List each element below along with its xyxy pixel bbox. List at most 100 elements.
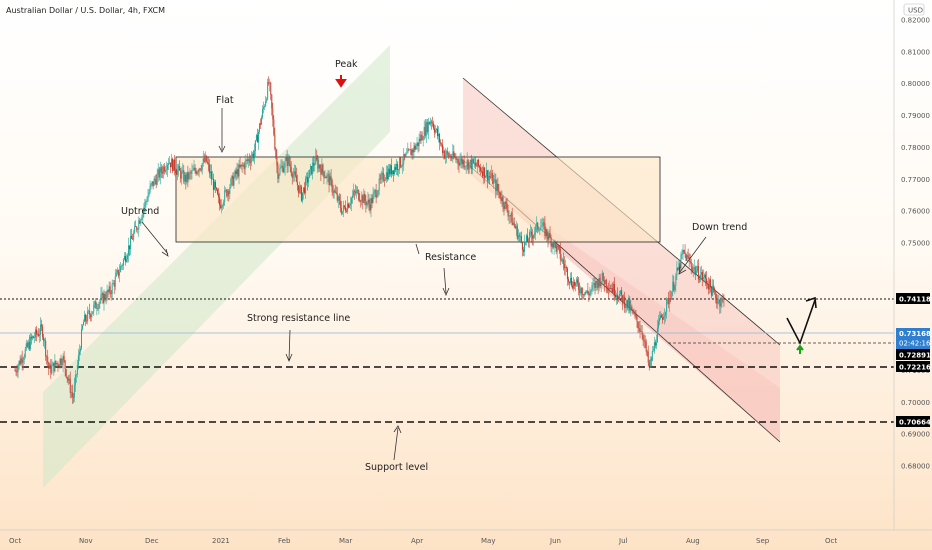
candle-body xyxy=(370,198,372,211)
countdown-text[interactable]: 02:42:16 xyxy=(899,340,931,348)
candle-body xyxy=(308,177,310,183)
candle-body xyxy=(361,195,363,202)
candle-body xyxy=(161,171,163,174)
support-level-label: Support level xyxy=(365,462,428,473)
current-price-text[interactable]: 0.73168 xyxy=(899,330,931,338)
candle-body xyxy=(329,176,331,186)
candle-body xyxy=(163,166,165,172)
candle-body xyxy=(47,356,49,363)
candle-body xyxy=(606,287,608,289)
candle-body xyxy=(104,294,106,299)
candle-body xyxy=(498,190,500,193)
candle-body xyxy=(393,170,395,175)
candle-body xyxy=(246,159,248,162)
badge-0-70664[interactable] xyxy=(896,416,930,427)
price-axis[interactable]: 0.82000 0.81000 0.80000 0.79000 0.78000 0.770… xyxy=(901,17,930,471)
candle-body xyxy=(722,298,724,300)
candle-body xyxy=(251,153,253,158)
currency-label[interactable]: USD xyxy=(908,7,923,15)
candle-body xyxy=(119,266,121,273)
candle-body xyxy=(232,175,234,186)
badge-0-74118[interactable] xyxy=(896,293,930,304)
candle-body xyxy=(419,138,421,141)
candle-body xyxy=(96,308,98,309)
candle-body xyxy=(157,169,159,175)
candle-body xyxy=(608,288,610,291)
candle-body xyxy=(694,267,696,274)
candle-body xyxy=(40,324,42,335)
badge-0-72216[interactable] xyxy=(896,361,930,372)
candle-body xyxy=(579,289,581,294)
candle-body xyxy=(272,108,274,120)
candle-body xyxy=(330,176,332,181)
candle-body xyxy=(351,198,353,204)
candle-body xyxy=(444,150,446,159)
candle-body xyxy=(221,205,223,209)
candle-body xyxy=(98,303,100,309)
candle-body xyxy=(590,289,592,292)
candle-body xyxy=(715,292,717,299)
badge-0-74118-text[interactable]: 0.74118 xyxy=(899,296,931,304)
candle-body xyxy=(561,259,563,261)
candle-body xyxy=(80,329,82,349)
candle-body xyxy=(256,135,258,143)
candle-body xyxy=(189,172,191,174)
candle-body xyxy=(647,351,649,363)
candle-body xyxy=(143,207,145,211)
candle-body xyxy=(123,256,125,260)
candle-body xyxy=(466,160,468,167)
candle-body xyxy=(21,358,23,363)
candle-body xyxy=(435,128,437,131)
candle-body xyxy=(402,163,404,167)
badge-0-72891-text[interactable]: 0.72891 xyxy=(899,352,931,360)
candle-body xyxy=(137,229,139,231)
candle-body xyxy=(591,285,593,290)
badge-0-72216-text[interactable]: 0.72216 xyxy=(899,364,931,372)
candle-body xyxy=(29,336,31,350)
candle-body xyxy=(720,303,722,307)
candle-body xyxy=(244,160,246,170)
candle-body xyxy=(218,194,220,198)
chart-title: Australian Dollar / U.S. Dollar, 4h, FXC… xyxy=(6,6,165,15)
candle-body xyxy=(285,157,287,161)
candle-body xyxy=(18,360,20,366)
candle-body xyxy=(360,201,362,202)
candle-body xyxy=(509,215,511,217)
candle-body xyxy=(247,159,249,162)
candle-body xyxy=(535,226,537,233)
candle-body xyxy=(478,166,480,168)
candle-body xyxy=(58,365,60,367)
candle-body xyxy=(202,158,204,164)
candle-body xyxy=(689,261,691,262)
candle-body xyxy=(109,286,111,294)
candle-body xyxy=(433,128,435,133)
candle-body xyxy=(217,189,219,195)
candle-body xyxy=(552,243,554,248)
badge-0-70664-text[interactable]: 0.70664 xyxy=(899,419,931,427)
candle-body xyxy=(397,163,399,170)
candle-body xyxy=(192,169,194,171)
candle-body xyxy=(204,155,206,162)
candle-body xyxy=(132,238,134,240)
candle-body xyxy=(358,190,360,200)
candle-body xyxy=(699,274,701,280)
currency-badge-box[interactable] xyxy=(903,3,925,16)
badge-0-72891[interactable] xyxy=(896,349,930,360)
candle-body xyxy=(506,204,508,211)
candle-body xyxy=(289,164,291,168)
candle-body xyxy=(332,191,334,193)
price-tick-label: 0.77000 xyxy=(901,176,930,184)
candle-body xyxy=(57,363,59,366)
candle-body xyxy=(55,360,57,365)
candle-body xyxy=(521,242,523,250)
candle-body xyxy=(563,263,565,269)
candle-body xyxy=(196,171,198,174)
candle-body xyxy=(598,277,600,288)
time-tick-label: Oct xyxy=(9,537,21,545)
candle-body xyxy=(150,183,152,186)
candle-body xyxy=(520,236,522,243)
time-axis[interactable]: Oct Nov Dec 2021 Feb Mar Apr May Jun Jul Aug Sep Oct xyxy=(9,537,837,545)
badge-current-price[interactable] xyxy=(896,328,930,349)
